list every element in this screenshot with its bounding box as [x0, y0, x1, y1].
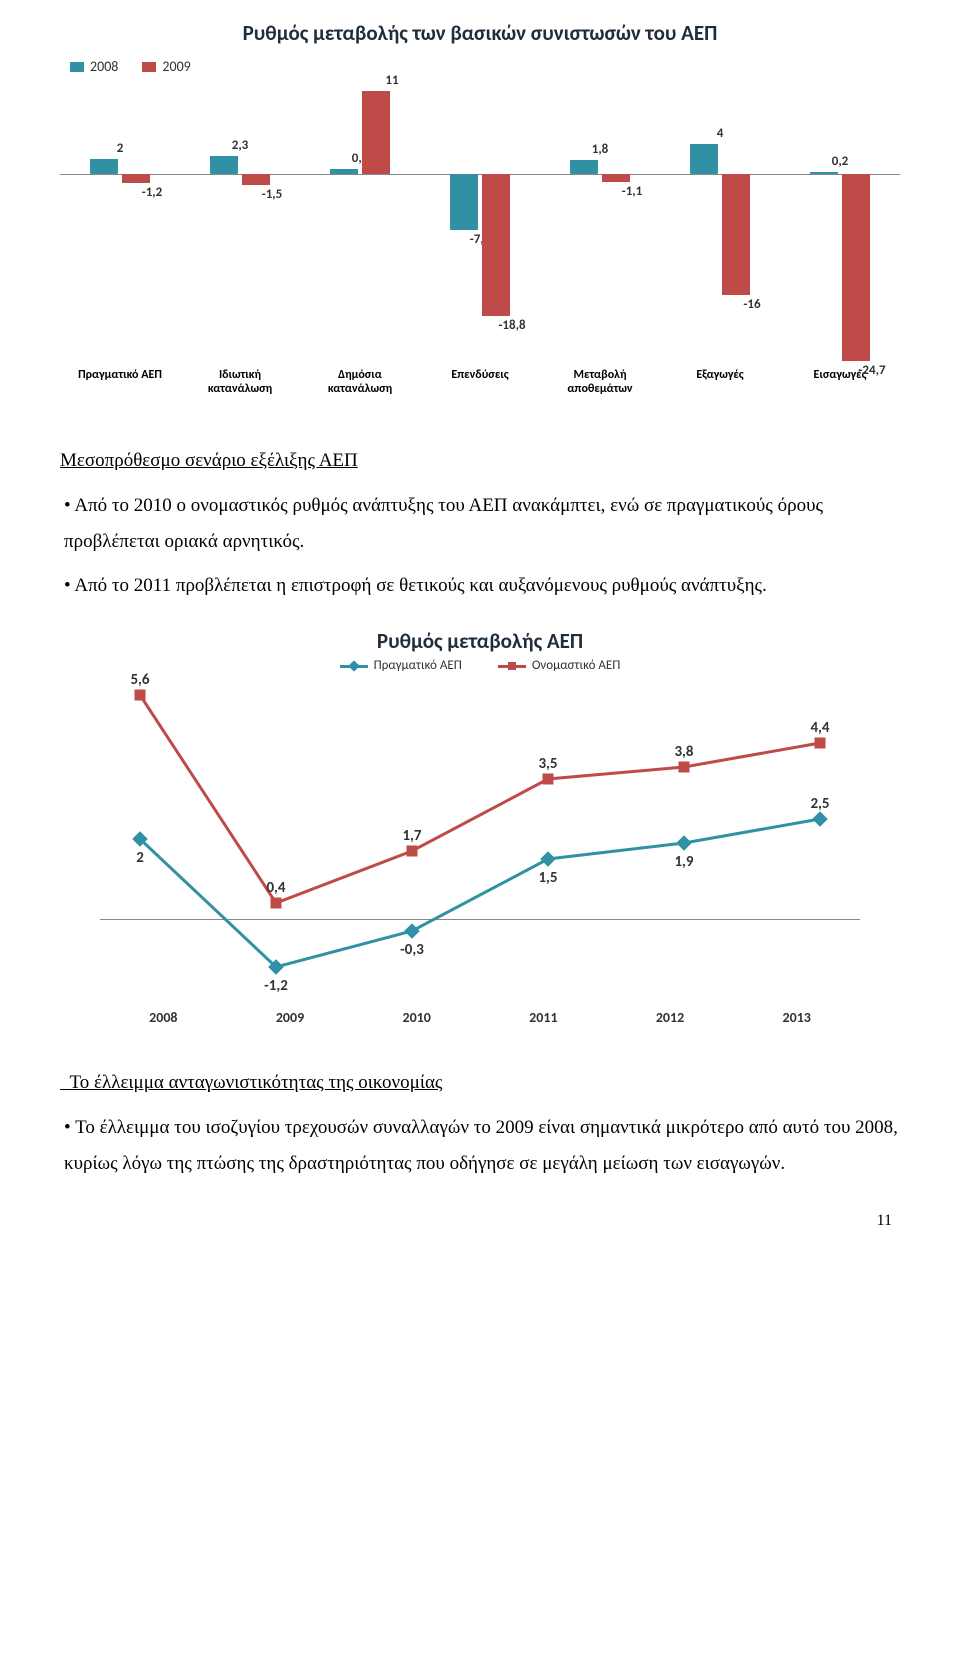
chart2-title: Ρυθμός μεταβολής ΑΕΠ — [100, 628, 860, 654]
bar-2009-4 — [602, 174, 630, 182]
chart1-xlabel-1: Ιδιωτική κατανάλωση — [180, 369, 300, 397]
point-label-1-4: 3,8 — [659, 743, 709, 761]
bar-2009-2 — [362, 91, 390, 174]
section1-bullet-1: • Από το 2010 ο ονομαστικός ρυθμός ανάπτ… — [64, 488, 900, 560]
legend-label-2008: 2008 — [90, 58, 118, 75]
section1-heading: Μεσοπρόθεσμο σενάριο εξέλιξης ΑΕΠ — [60, 450, 900, 472]
section2-bullet-1-text: Το έλλειμμα του ισοζυγίου τρεχουσών συνα… — [64, 1117, 898, 1174]
bar-2008-0 — [90, 159, 118, 174]
chart2-x-axis-labels: 200820092010201120122013 — [100, 1009, 860, 1026]
chart1-xlabel-2: Δημόσια κατανάλωση — [300, 369, 420, 397]
bar-2008-4 — [570, 160, 598, 174]
legend-label-real-gdp: Πραγματικό ΑΕΠ — [374, 658, 462, 673]
point-label-0-1: -1,2 — [251, 977, 301, 995]
chart2-xlabel-5: 2013 — [733, 1009, 860, 1026]
bar-2009-3 — [482, 174, 510, 316]
legend-item-real-gdp: Πραγματικό ΑΕΠ — [340, 658, 462, 673]
chart1-xlabel-0: Πραγματικό ΑΕΠ — [60, 369, 180, 397]
chart2-legend: Πραγματικό ΑΕΠ Ονομαστικό ΑΕΠ — [100, 658, 860, 673]
bar-2008-3 — [450, 174, 478, 230]
legend-swatch-2008 — [70, 62, 84, 72]
marker-0-3 — [540, 852, 556, 868]
bar-2009-5 — [722, 174, 750, 295]
bar-label-2008-5: 4 — [690, 126, 750, 141]
gdp-growth-line-chart: Ρυθμός μεταβολής ΑΕΠ Πραγματικό ΑΕΠ Ονομ… — [100, 628, 860, 1048]
bar-label-2009-2: 11 — [362, 73, 422, 88]
gdp-components-bar-chart: Ρυθμός μεταβολής των βασικών συνιστωσών … — [60, 20, 900, 420]
legend-item-2009: 2009 — [142, 58, 190, 75]
chart1-plot-area: 2-1,22,3-1,50,611-7,4-18,81,8-1,14-160,2… — [60, 83, 900, 363]
chart1-xlabel-4: Μεταβολή αποθεμάτων — [540, 369, 660, 397]
chart2-xlabel-2: 2010 — [353, 1009, 480, 1026]
bar-2008-5 — [690, 144, 718, 174]
chart1-x-axis-labels: Πραγματικό ΑΕΠΙδιωτική κατανάλωσηΔημόσια… — [60, 369, 900, 397]
bar-2008-2 — [330, 169, 358, 174]
chart2-xlabel-4: 2012 — [607, 1009, 734, 1026]
point-label-0-2: -0,3 — [387, 941, 437, 959]
bar-label-2009-5: -16 — [722, 297, 782, 312]
chart1-xlabel-3: Επενδύσεις — [420, 369, 540, 397]
point-label-1-2: 1,7 — [387, 827, 437, 845]
point-label-1-1: 0,4 — [251, 879, 301, 897]
section1-bullet-2-text: Από το 2011 προβλέπεται η επιστροφή σε θ… — [74, 575, 766, 596]
bar-label-2009-6: -24,7 — [842, 363, 902, 378]
bar-label-2009-3: -18,8 — [482, 318, 542, 333]
marker-0-2 — [404, 924, 420, 940]
bar-2009-6 — [842, 174, 870, 361]
chart1-xlabel-5: Εξαγωγές — [660, 369, 780, 397]
line-1 — [140, 695, 820, 903]
bar-2008-6 — [810, 172, 838, 174]
point-label-0-0: 2 — [115, 849, 165, 867]
page-number: 11 — [60, 1212, 900, 1230]
marker-1-2 — [407, 846, 418, 857]
bar-2009-1 — [242, 174, 270, 185]
legend-swatch-real-gdp — [340, 661, 368, 671]
bar-label-2008-1: 2,3 — [210, 138, 270, 153]
marker-0-4 — [676, 836, 692, 852]
page: Ρυθμός μεταβολής των βασικών συνιστωσών … — [0, 0, 960, 1260]
section1-bullet-1-text: Από το 2010 ο ονομαστικός ρυθμός ανάπτυξ… — [64, 495, 823, 552]
chart2-plot-area: 2-1,2-0,31,51,92,55,60,41,73,53,84,4 — [100, 679, 860, 999]
legend-label-2009: 2009 — [162, 58, 190, 75]
section2-bullet-1: • Το έλλειμμα του ισοζυγίου τρεχουσών συ… — [64, 1110, 900, 1182]
marker-1-4 — [679, 762, 690, 773]
chart1-title: Ρυθμός μεταβολής των βασικών συνιστωσών … — [60, 20, 900, 46]
point-label-0-4: 1,9 — [659, 853, 709, 871]
legend-item-2008: 2008 — [70, 58, 118, 75]
chart2-xlabel-1: 2009 — [227, 1009, 354, 1026]
bar-2009-0 — [122, 174, 150, 183]
section2-heading-text: Το έλλειμμα ανταγωνιστικότητας της οικον… — [70, 1072, 443, 1093]
marker-1-0 — [135, 690, 146, 701]
bar-label-2009-0: -1,2 — [122, 185, 182, 200]
point-label-1-5: 4,4 — [795, 719, 845, 737]
marker-0-5 — [812, 812, 828, 828]
chart1-legend: 2008 2009 — [70, 58, 900, 75]
section1-bullet-2: • Από το 2011 προβλέπεται η επιστροφή σε… — [64, 568, 900, 604]
section2-heading: Το έλλειμμα ανταγωνιστικότητας της οικον… — [60, 1072, 900, 1094]
legend-label-nominal-gdp: Ονομαστικό ΑΕΠ — [532, 658, 621, 673]
bar-label-2009-4: -1,1 — [602, 184, 662, 199]
legend-item-nominal-gdp: Ονομαστικό ΑΕΠ — [498, 658, 621, 673]
marker-1-3 — [543, 774, 554, 785]
marker-1-5 — [815, 738, 826, 749]
line-0 — [140, 819, 820, 967]
bar-label-2008-0: 2 — [90, 141, 150, 156]
legend-swatch-2009 — [142, 62, 156, 72]
bar-label-2009-1: -1,5 — [242, 187, 302, 202]
legend-swatch-nominal-gdp — [498, 661, 526, 671]
bar-label-2008-4: 1,8 — [570, 142, 630, 157]
bar-2008-1 — [210, 156, 238, 173]
chart2-xlabel-0: 2008 — [100, 1009, 227, 1026]
bar-label-2008-6: 0,2 — [810, 154, 870, 169]
marker-1-1 — [271, 898, 282, 909]
chart1-baseline — [60, 174, 900, 175]
chart2-xlabel-3: 2011 — [480, 1009, 607, 1026]
point-label-1-0: 5,6 — [115, 671, 165, 689]
point-label-0-3: 1,5 — [523, 869, 573, 887]
point-label-0-5: 2,5 — [795, 795, 845, 813]
point-label-1-3: 3,5 — [523, 755, 573, 773]
chart2-svg — [100, 679, 860, 999]
